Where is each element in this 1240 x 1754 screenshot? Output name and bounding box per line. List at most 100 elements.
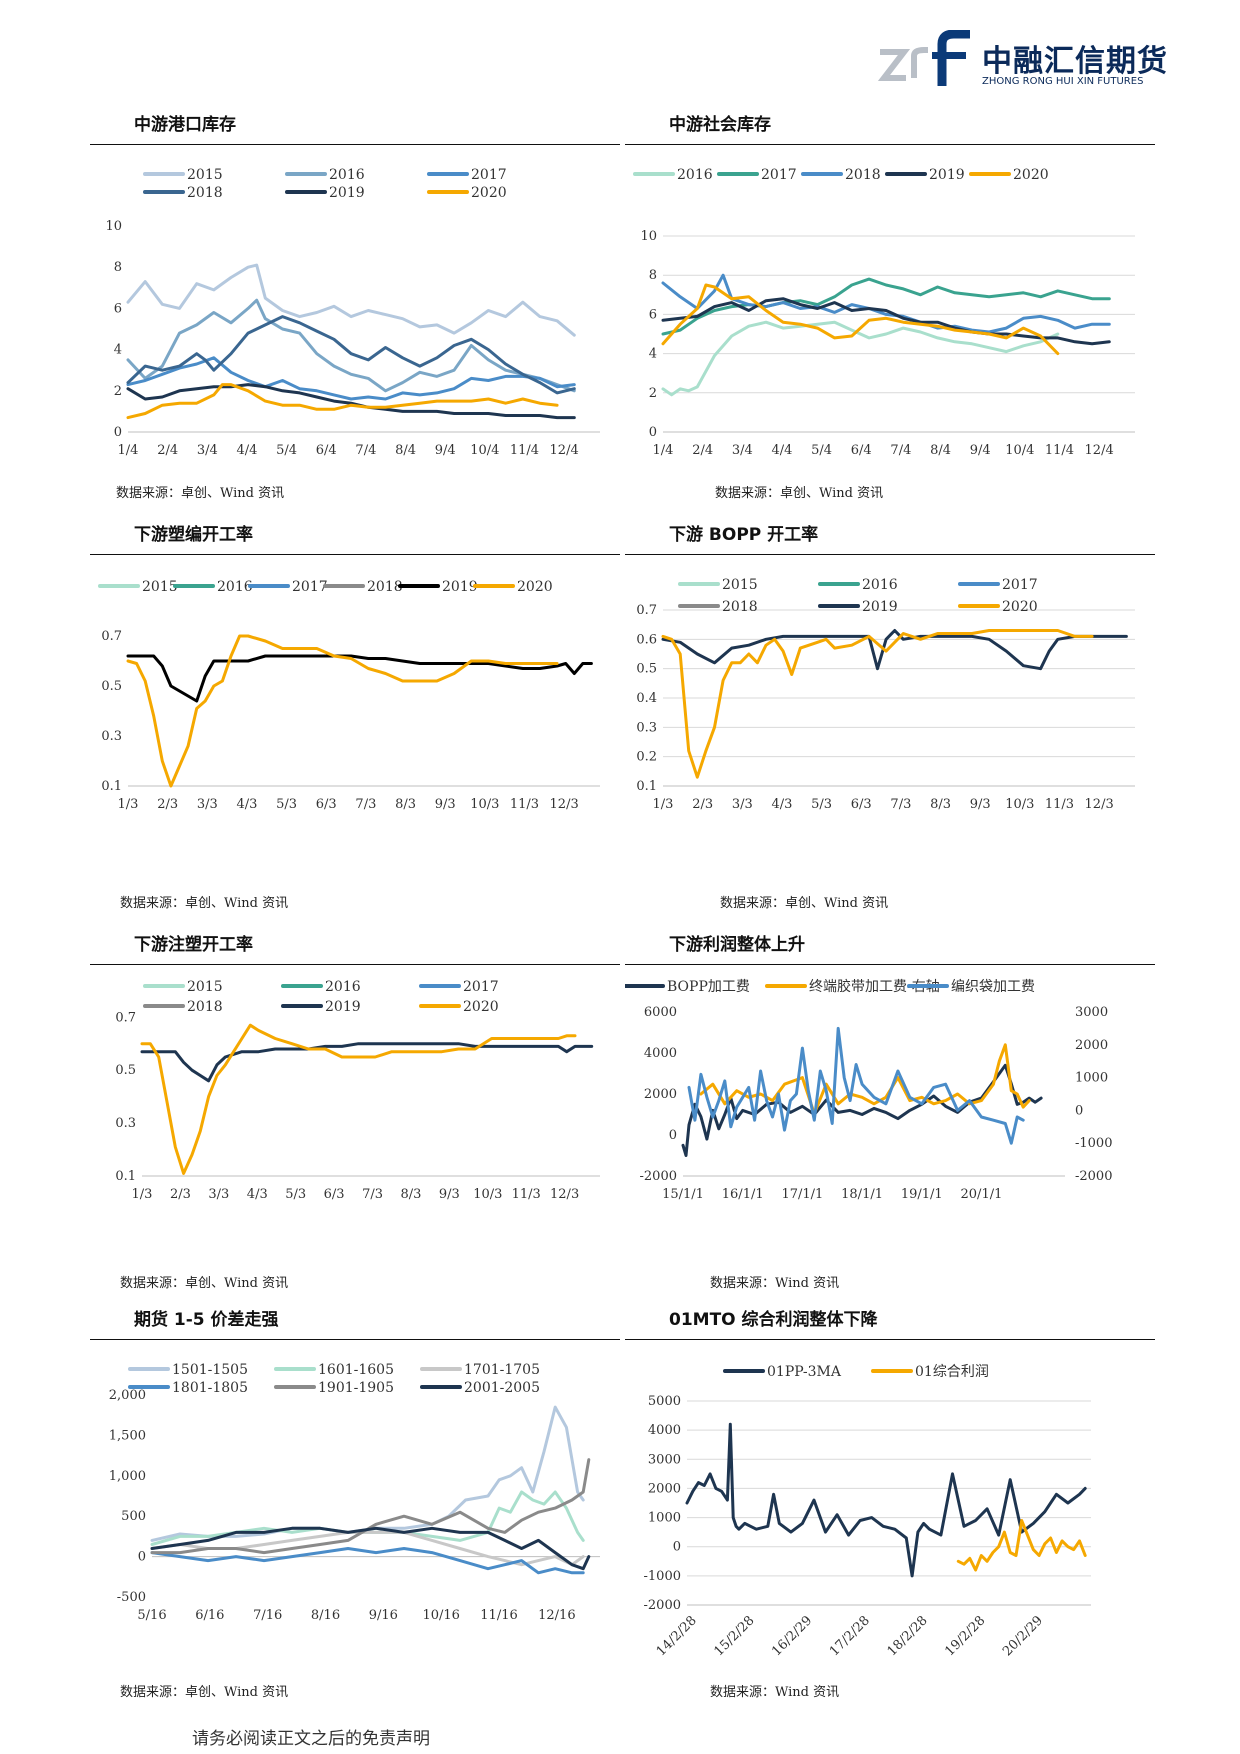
- series-line-1901-1905: [150, 1458, 591, 1555]
- panel-title: 下游 BOPP 开工率: [669, 525, 819, 545]
- legend-label: 2020: [1013, 167, 1049, 183]
- y-tick-label: 2: [114, 384, 122, 399]
- y-tick-label: -1000: [644, 1569, 681, 1584]
- x-tick-label: 7/4: [890, 443, 911, 458]
- legend-label: 2016: [325, 979, 361, 995]
- x-tick-label: 10/16: [422, 1608, 459, 1623]
- source-note: 数据来源：卓创、Wind 资讯: [120, 1276, 289, 1291]
- series-line-2019: [126, 383, 576, 420]
- x-tick-label: 3/3: [197, 797, 218, 812]
- title-rule: [90, 144, 620, 145]
- x-tick-label: 15/2/28: [711, 1613, 757, 1659]
- x-tick-label: 4/4: [771, 443, 792, 458]
- x-tick-label: 6/3: [316, 797, 337, 812]
- x-tick-label: 11/4: [510, 443, 539, 458]
- y-tick-label: 500: [121, 1509, 146, 1524]
- x-tick-label: 12/4: [550, 443, 579, 458]
- y-tick-label: 2,000: [109, 1388, 146, 1403]
- series-line-2018: [126, 315, 576, 395]
- series-line-BOPP加工费: [681, 1063, 1043, 1157]
- y-tick-label: 3000: [648, 1452, 681, 1467]
- x-tick-label: 9/3: [439, 1187, 460, 1202]
- x-tick-label: 4/4: [236, 443, 257, 458]
- title-rule: [90, 554, 620, 555]
- legend-label: 2017: [1002, 577, 1038, 593]
- y-tick-label: 1,500: [109, 1428, 146, 1443]
- x-tick-label: 16/1/1: [722, 1187, 764, 1202]
- legend-label: 2018: [722, 599, 758, 615]
- x-tick-label: 20/1/1: [961, 1187, 1003, 1202]
- x-tick-label: 2/4: [157, 443, 178, 458]
- x-tick-label: 2/3: [692, 797, 713, 812]
- chart-downstream-profit: -2000 0 2000 4000 6000 -2000 -1000 0 1000 2000 300…: [625, 978, 1112, 1202]
- y2-tick-label: -2000: [1075, 1169, 1112, 1184]
- x-tick-label: 9/4: [970, 443, 991, 458]
- x-tick-label: 10/3: [473, 1187, 502, 1202]
- title-rule: [90, 964, 620, 965]
- source-note: 数据来源：卓创、Wind 资讯: [120, 896, 289, 911]
- legend-label: 2018: [187, 999, 223, 1015]
- x-tick-label: 11/3: [512, 1187, 541, 1202]
- x-tick-label: 5/3: [276, 797, 297, 812]
- legend-label: 1901-1905: [318, 1380, 394, 1396]
- x-tick-label: 7/3: [362, 1187, 383, 1202]
- x-tick-label: 8/3: [400, 1187, 421, 1202]
- legend-label: 2016: [862, 577, 898, 593]
- y-tick-label: 0.7: [101, 629, 122, 644]
- legend-label: 2018: [367, 579, 403, 595]
- y-tick-label: 0.3: [101, 729, 122, 744]
- x-tick-label: 10/4: [1005, 443, 1034, 458]
- source-note: 数据来源：卓创、Wind 资讯: [715, 486, 884, 501]
- x-tick-label: 4/3: [236, 797, 257, 812]
- y-tick-label: 4000: [648, 1423, 681, 1438]
- x-tick-label: 7/4: [355, 443, 376, 458]
- series-line-2015: [126, 263, 576, 337]
- title-rule: [90, 1339, 620, 1340]
- chart-injection-operating-rate: 0.1 0.3 0.5 0.7 1/3 2/3 3/3 4/3 5/3 6/3 7/3 8/3 9/3 1…: [115, 979, 600, 1202]
- x-tick-label: 8/3: [395, 797, 416, 812]
- x-tick-label: 8/3: [930, 797, 951, 812]
- title-rule: [625, 554, 1155, 555]
- y-tick-label: 0: [114, 425, 122, 440]
- x-tick-label: 3/4: [732, 443, 753, 458]
- y-tick-label: 0.7: [636, 603, 657, 618]
- x-tick-label: 5/16: [137, 1608, 166, 1623]
- y-tick-label: 2000: [644, 1087, 677, 1102]
- legend-label: 01综合利润: [915, 1364, 989, 1380]
- x-tick-label: 18/2/28: [885, 1613, 931, 1659]
- legend-label: 1701-1705: [464, 1362, 540, 1378]
- panel-title: 下游注塑开工率: [134, 935, 253, 955]
- x-tick-label: 12/4: [1085, 443, 1114, 458]
- y-tick-label: 2: [649, 386, 657, 401]
- x-tick-label: 17/2/28: [827, 1613, 873, 1659]
- y-tick-label: 0: [649, 425, 657, 440]
- source-note: 数据来源：Wind 资讯: [710, 1685, 840, 1700]
- x-tick-label: 16/2/29: [769, 1613, 815, 1659]
- y-tick-label: -500: [117, 1590, 146, 1605]
- y-tick-label: -2000: [640, 1169, 677, 1184]
- series-line-终端胶带加工费-右轴: [699, 1043, 1031, 1116]
- x-tick-label: 6/4: [851, 443, 872, 458]
- y-tick-label: 1,000: [109, 1469, 146, 1484]
- series-line-2016: [661, 320, 1060, 397]
- legend-label: 2016: [329, 167, 365, 183]
- legend-label: 2018: [845, 167, 881, 183]
- legend-label: 2019: [929, 167, 965, 183]
- legend-label: 编织袋加工费: [951, 979, 1035, 995]
- y2-tick-label: 2000: [1075, 1038, 1108, 1053]
- legend-label: 2017: [471, 167, 507, 183]
- series-line-2020: [661, 283, 1060, 356]
- source-note: 数据来源：卓创、Wind 资讯: [720, 896, 889, 911]
- y-tick-label: 0.6: [636, 632, 657, 647]
- x-tick-label: 8/4: [395, 443, 416, 458]
- x-tick-label: 17/1/1: [781, 1187, 823, 1202]
- legend-label: 2019: [442, 579, 478, 595]
- panel-title: 中游社会库存: [669, 115, 771, 135]
- x-tick-label: 2/3: [170, 1187, 191, 1202]
- legend-label: 2017: [463, 979, 499, 995]
- legend-label: 2018: [187, 185, 223, 201]
- legend-label: 1801-1805: [172, 1380, 248, 1396]
- panel-title: 中游港口库存: [134, 115, 236, 135]
- x-tick-label: 4/3: [247, 1187, 268, 1202]
- y-tick-label: 4: [649, 347, 657, 362]
